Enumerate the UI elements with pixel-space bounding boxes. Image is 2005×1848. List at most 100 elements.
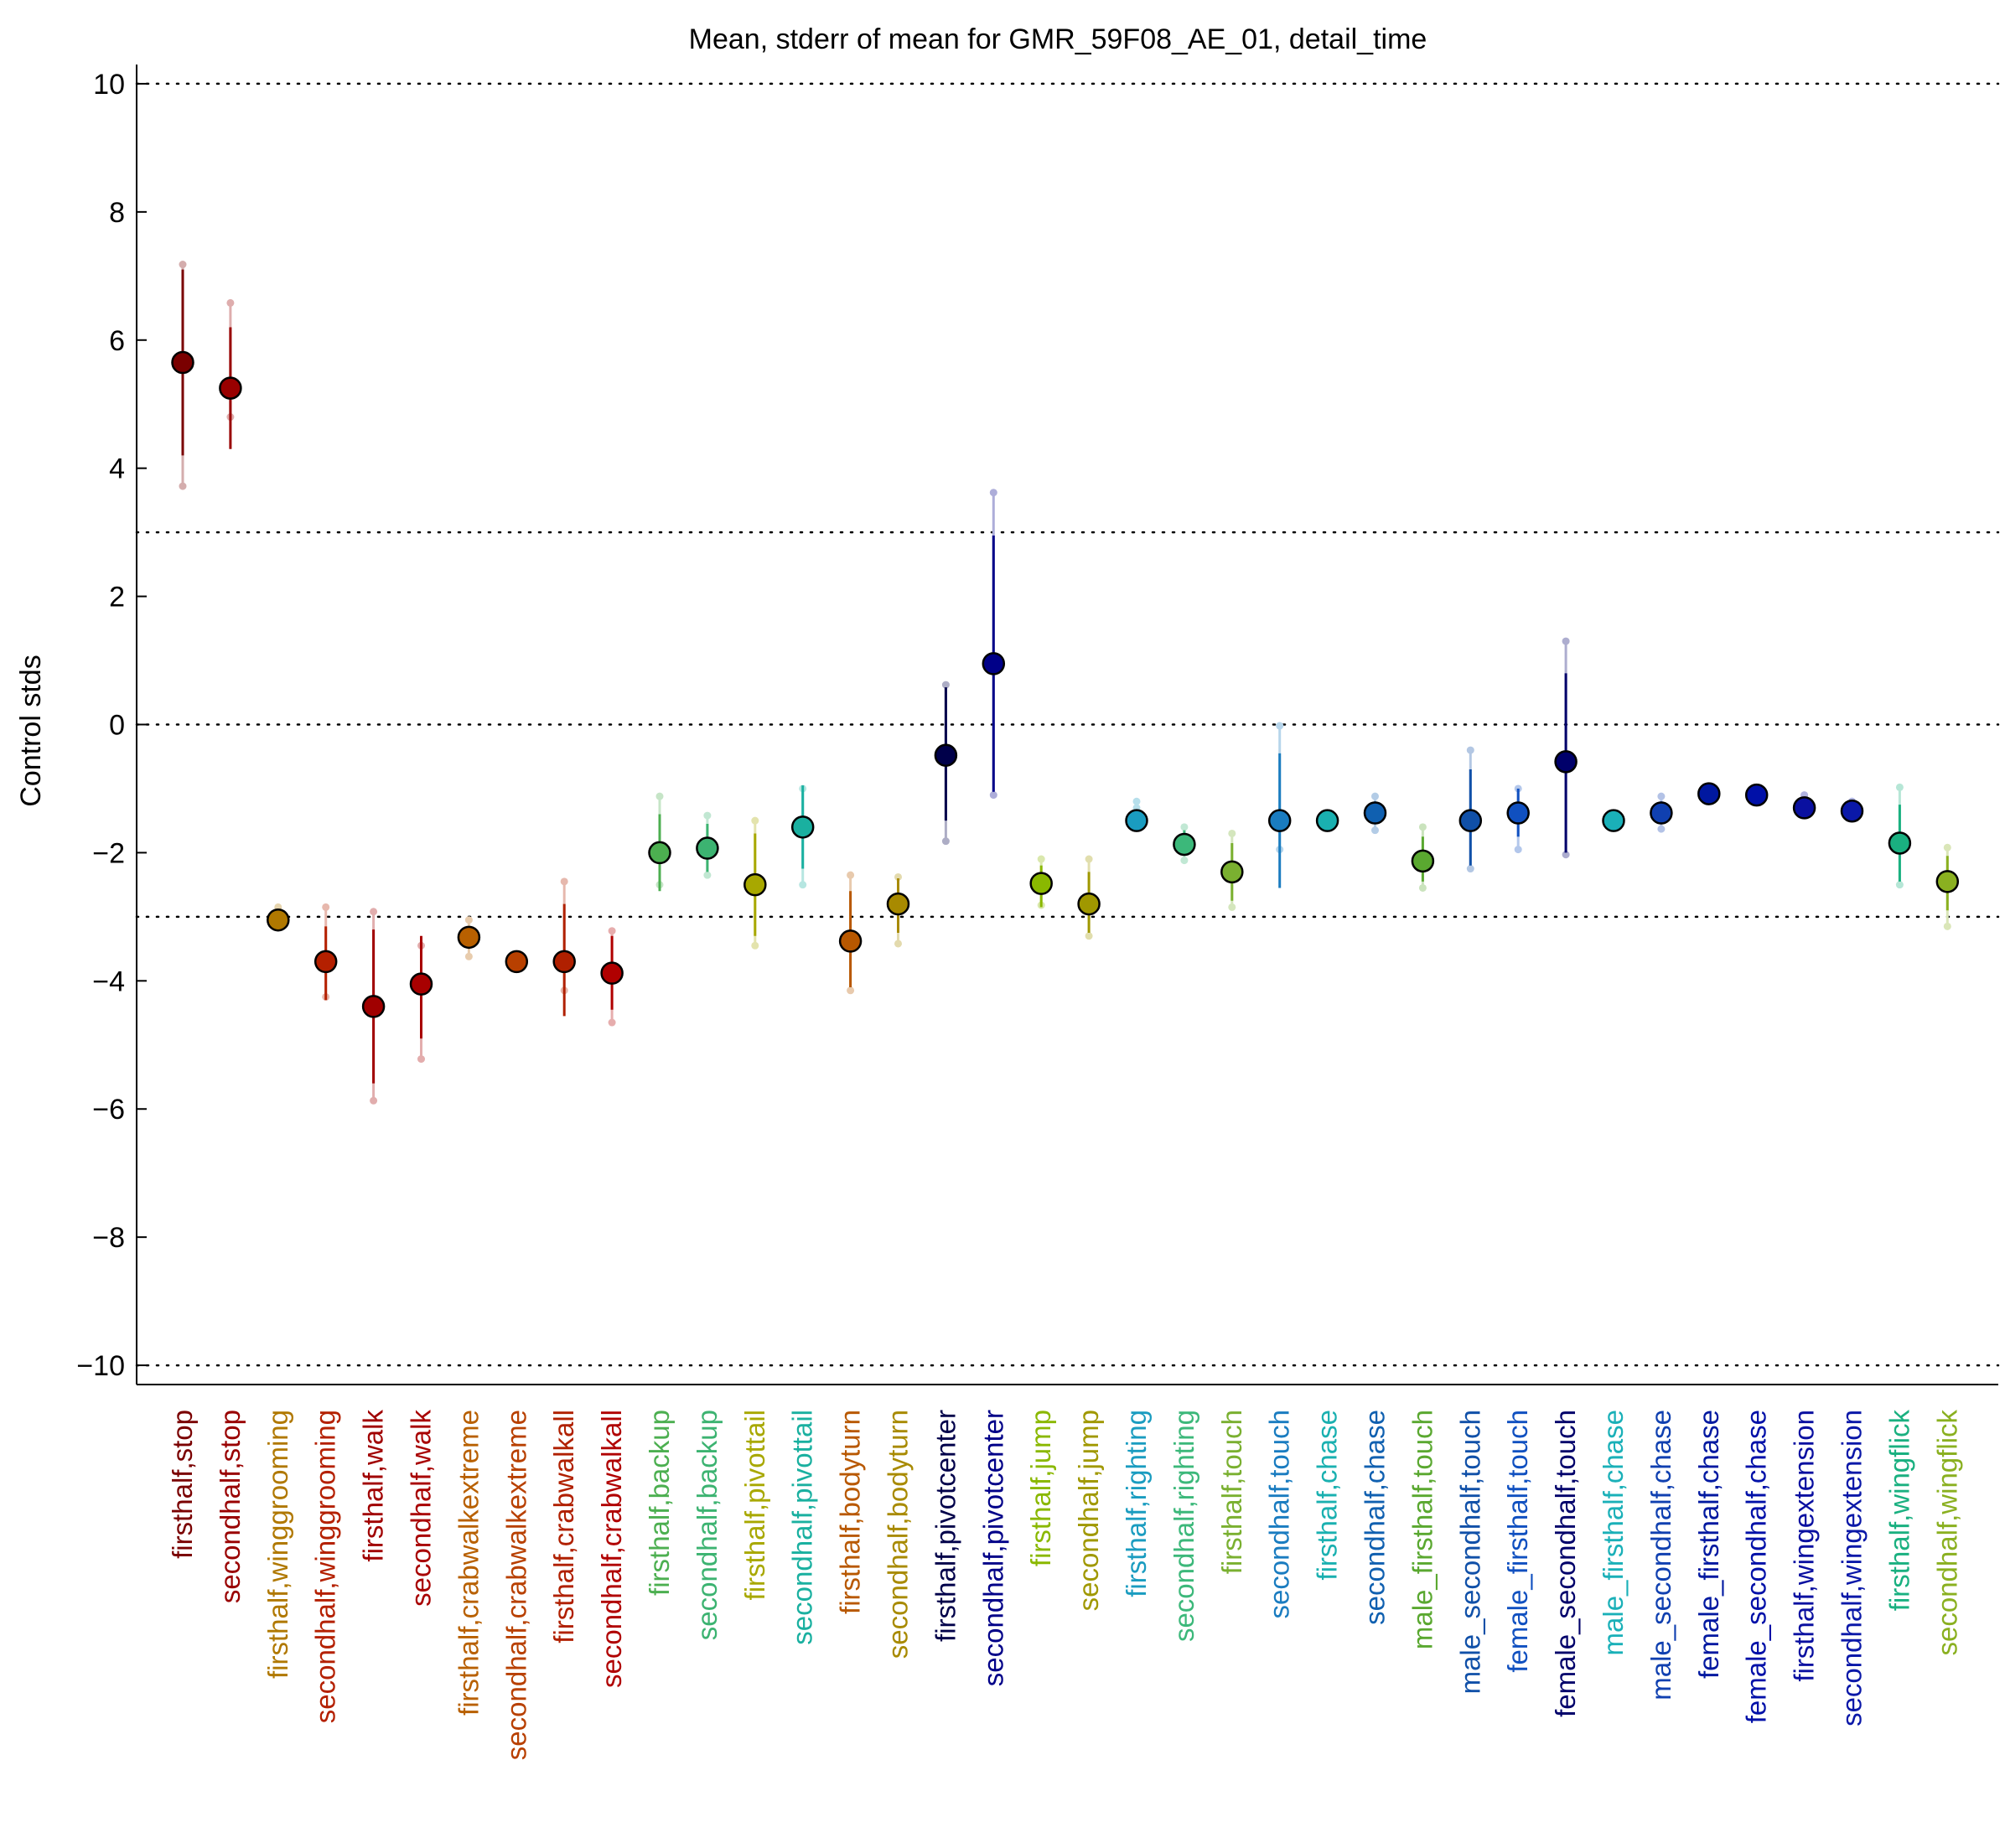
mean-marker: [1888, 831, 1912, 855]
mean-marker: [219, 376, 242, 400]
x-tick-label: male_firsthalf,touch: [1407, 1410, 1438, 1649]
range-max-dot: [1037, 855, 1045, 863]
mean-marker: [1125, 809, 1148, 832]
range-max-dot: [322, 903, 330, 911]
x-tick-label: secondhalf,winggrooming: [310, 1410, 341, 1723]
mean-marker: [1650, 801, 1673, 825]
range-max-dot: [847, 871, 855, 879]
x-tick-label: firsthalf,pivotcenter: [930, 1410, 961, 1642]
mean-marker: [1220, 860, 1244, 884]
x-tick-label: firsthalf,stop: [167, 1410, 198, 1559]
x-tick-label: secondhalf,backup: [692, 1410, 723, 1640]
mean-marker: [934, 743, 958, 767]
range-max-dot: [1657, 792, 1666, 800]
range-max-dot: [1228, 829, 1236, 837]
mean-marker: [267, 908, 290, 932]
x-tick-label: firsthalf,bodyturn: [835, 1410, 866, 1614]
mean-marker: [838, 929, 863, 953]
mean-marker: [1792, 796, 1816, 820]
x-tick-label: secondhalf,walk: [406, 1410, 437, 1607]
mean-marker: [1363, 801, 1387, 825]
reference-lines: [135, 82, 2000, 1367]
range-max-dot: [370, 908, 378, 916]
range-min-dot: [1228, 903, 1236, 911]
range-min-dot: [1085, 932, 1093, 940]
x-tick-label: male_firsthalf,chase: [1598, 1410, 1629, 1655]
range-max-dot: [179, 261, 187, 269]
mean-marker: [600, 961, 624, 985]
range-min-dot: [1371, 826, 1379, 835]
x-tick-label: secondhalf,stop: [215, 1410, 246, 1603]
range-max-dot: [1276, 722, 1284, 730]
y-tick-label: 4: [109, 453, 125, 485]
mean-marker: [1173, 832, 1196, 857]
range-min-dot: [464, 952, 473, 960]
x-tick-label: secondhalf,jump: [1073, 1410, 1104, 1611]
x-tick-label: firsthalf,touch: [1216, 1410, 1247, 1574]
range-max-dot: [989, 489, 997, 497]
y-tick-label: 6: [109, 325, 125, 357]
y-tick-label: −2: [92, 837, 125, 869]
range-max-dot: [1466, 746, 1474, 754]
x-tick-label: male_secondhalf,touch: [1454, 1410, 1485, 1694]
x-tick-label: firsthalf,crabwalkall: [548, 1410, 579, 1644]
range-max-dot: [941, 681, 950, 689]
range-min-dot: [1466, 865, 1474, 873]
mean-marker: [1935, 870, 1960, 893]
range-max-dot: [560, 877, 568, 886]
range-min-dot: [1418, 883, 1427, 892]
range-max-dot: [703, 811, 712, 820]
x-tick-label: firsthalf,crabwalkextreme: [453, 1410, 484, 1716]
x-tick-label: secondhalf,pivotcenter: [977, 1410, 1008, 1686]
range-min-dot: [608, 1018, 616, 1027]
x-tick-label: firsthalf,jump: [1025, 1410, 1056, 1566]
range-min-dot: [1562, 851, 1570, 859]
range-max-dot: [1180, 823, 1189, 831]
x-tick-label: firsthalf,wingflick: [1883, 1410, 1914, 1612]
x-tick-label: secondhalf,bodyturn: [883, 1410, 914, 1659]
range-min-dot: [1180, 857, 1189, 865]
mean-marker: [790, 815, 815, 839]
range-min-dot: [989, 791, 997, 800]
y-tick-label: −10: [76, 1350, 125, 1382]
mean-marker: [361, 995, 386, 1018]
y-tick-label: 0: [109, 710, 125, 742]
x-tick-label: secondhalf,righting: [1168, 1410, 1199, 1642]
x-tick-label: firsthalf,walk: [358, 1410, 389, 1562]
chart-title: Mean, stderr of mean for GMR_59F08_AE_01…: [689, 23, 1427, 55]
range-min-dot: [1657, 825, 1666, 833]
mean-marker: [886, 892, 910, 916]
range-max-dot: [1562, 637, 1570, 645]
x-tick-label: firsthalf,winggrooming: [262, 1410, 293, 1679]
mean-marker: [1554, 750, 1578, 774]
range-min-dot: [941, 837, 950, 846]
axes: [136, 65, 1998, 1385]
y-tick-label: 2: [109, 582, 125, 613]
mean-marker: [743, 872, 767, 897]
mean-marker: [1506, 801, 1530, 825]
mean-marker: [313, 950, 338, 974]
range-max-dot: [1418, 823, 1427, 831]
mean-marker: [1411, 849, 1435, 873]
mean-marker: [1602, 809, 1625, 832]
x-tick-label: female_firsthalf,chase: [1693, 1410, 1724, 1679]
range-max-dot: [655, 792, 664, 800]
range-max-dot: [1895, 783, 1904, 791]
x-axis-tick-labels: firsthalf,stop secondhalf,stop firsthalf,w…: [167, 1410, 1962, 1761]
range-min-dot: [417, 1055, 425, 1064]
range-min-dot: [1514, 846, 1522, 854]
range-max-dot: [226, 298, 235, 307]
x-tick-label: secondhalf,touch: [1264, 1410, 1295, 1619]
range-max-dot: [1132, 797, 1141, 805]
mean-marker: [1458, 809, 1483, 832]
data-points: [171, 350, 1960, 1018]
x-tick-label: female_firsthalf,touch: [1502, 1410, 1533, 1673]
x-tick-label: secondhalf,crabwalkall: [596, 1410, 627, 1688]
x-tick-label: female_secondhalf,chase: [1741, 1410, 1772, 1723]
range-max-dot: [1085, 855, 1093, 863]
y-tick-label: −6: [92, 1094, 125, 1126]
x-tick-label: firsthalf,wingextension: [1789, 1410, 1820, 1682]
x-tick-label: firsthalf,chase: [1312, 1410, 1343, 1581]
x-tick-label: firsthalf,backup: [644, 1410, 675, 1596]
